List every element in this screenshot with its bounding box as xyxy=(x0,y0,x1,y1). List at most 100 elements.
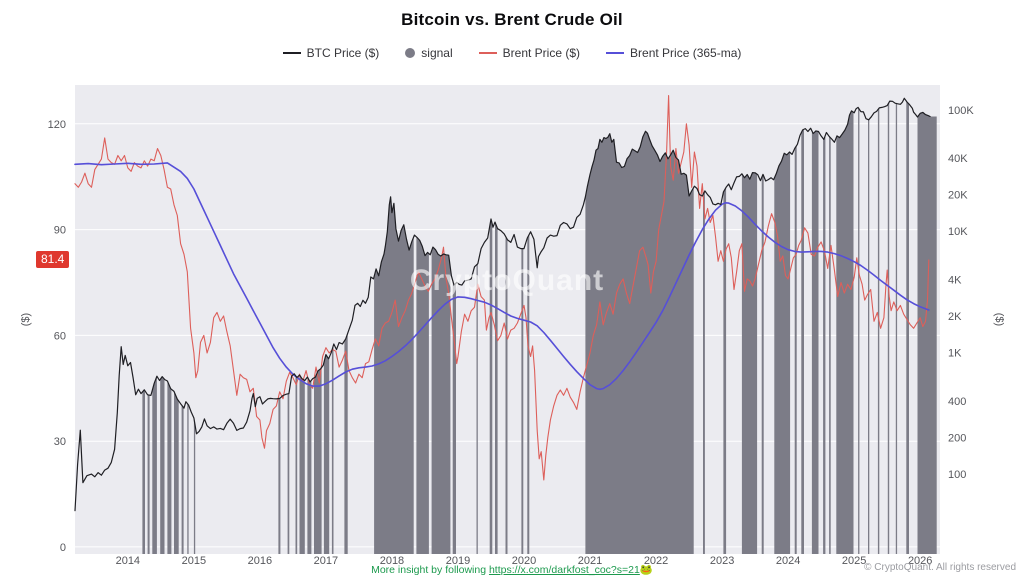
signal-band xyxy=(887,102,890,554)
left-axis-title: ($) xyxy=(20,313,32,326)
signal-band xyxy=(295,375,298,554)
signal-band xyxy=(811,130,819,555)
signal-band xyxy=(895,103,898,555)
signal-band xyxy=(801,129,804,554)
legend-dot-swatch-icon xyxy=(405,48,416,58)
brent-price-line xyxy=(74,95,930,481)
signal-band xyxy=(829,136,831,555)
signal-band xyxy=(187,403,189,554)
signal-band xyxy=(906,101,909,554)
right-axis-tick-label: 40K xyxy=(948,153,968,165)
legend-label: Brent Price (365-ma) xyxy=(630,46,742,60)
x-axis-tick-label: 2021 xyxy=(578,555,602,567)
footer-emoji: 🐸 xyxy=(639,564,653,576)
signal-band xyxy=(142,389,145,554)
right-axis-tick-label: 10K xyxy=(948,226,968,238)
left-axis-tick-label: 0 xyxy=(60,542,66,554)
legend-line-swatch-icon xyxy=(478,52,497,54)
chart-title: Bitcoin vs. Brent Crude Oil xyxy=(401,10,623,29)
signal-band xyxy=(476,263,478,554)
signal-band xyxy=(167,381,172,554)
signal-band xyxy=(794,145,797,555)
signal-band xyxy=(521,248,524,554)
signal-band xyxy=(344,333,348,554)
footer-link[interactable]: https://x.com/darkfost_coc?s=21 xyxy=(488,564,640,576)
footer: More insight by following https://x.com/… xyxy=(0,563,1024,576)
x-axis-tick-label: 2017 xyxy=(314,555,338,567)
signal-band xyxy=(877,107,880,555)
signal-band xyxy=(917,112,937,555)
right-axis-tick-label: 1K xyxy=(948,348,962,360)
left-axis-tick-label: 60 xyxy=(54,330,66,342)
signal-band xyxy=(495,222,498,554)
x-axis-tick-label: 2026 xyxy=(908,555,932,567)
signal-band xyxy=(723,187,727,555)
signal-band xyxy=(774,152,791,554)
x-axis-tick-label: 2018 xyxy=(380,555,404,567)
signal-band xyxy=(287,391,290,554)
right-axis-tick-label: 4K xyxy=(948,275,962,287)
btc-price-line xyxy=(74,97,931,512)
signal-band xyxy=(299,375,305,554)
x-axis-tick-label: 2024 xyxy=(776,555,800,567)
x-axis-tick-label: 2015 xyxy=(182,555,206,567)
signal-band xyxy=(331,345,334,554)
signal-band xyxy=(761,174,764,554)
legend-item-btc-price[interactable]: BTC Price ($) xyxy=(282,46,380,60)
footer-note: More insight by following xyxy=(371,564,489,576)
signal-band xyxy=(307,377,312,554)
signal-band xyxy=(160,376,165,554)
signal-band xyxy=(505,236,508,554)
x-axis-tick-label: 2023 xyxy=(710,555,734,567)
brent-price-365-ma-line xyxy=(74,162,930,391)
chart-legend: BTC Price ($) signal Brent Price ($) Brent … xyxy=(0,46,1024,60)
legend-label: signal xyxy=(421,46,453,60)
signal-band xyxy=(823,135,826,554)
legend-item-signal[interactable]: signal xyxy=(405,46,453,60)
legend-label: Brent Price ($) xyxy=(502,46,581,60)
signal-band xyxy=(193,418,196,554)
signal-band xyxy=(374,196,414,555)
legend-item-brent-price-365-ma[interactable]: Brent Price (365-ma) xyxy=(606,46,741,60)
signal-band xyxy=(489,219,493,554)
x-axis-tick-label: 2016 xyxy=(248,555,272,567)
x-axis-tick-label: 2014 xyxy=(116,555,140,567)
x-axis-tick-label: 2025 xyxy=(842,555,866,567)
signal-band xyxy=(181,405,184,554)
signal-band xyxy=(278,397,281,554)
copyright: © CryptoQuant. All rights reserved xyxy=(864,562,1016,573)
right-axis-tick-label: 200 xyxy=(948,433,966,445)
left-axis-tick-label: 120 xyxy=(48,119,66,131)
right-axis-title: ($) xyxy=(993,313,1005,326)
x-axis-tick-label: 2020 xyxy=(512,555,536,567)
signal-band xyxy=(431,247,451,554)
right-axis-tick-label: 20K xyxy=(948,190,968,202)
signal-band xyxy=(527,234,530,554)
signal-band xyxy=(147,394,150,554)
current-value-badge: 81.4 xyxy=(36,250,70,268)
signal-band xyxy=(314,367,322,554)
signal-band xyxy=(585,131,694,555)
signal-band xyxy=(868,119,870,554)
signal-band xyxy=(703,190,705,554)
signal-band xyxy=(858,107,860,555)
left-axis-tick-label: 30 xyxy=(54,436,66,448)
legend-label: BTC Price ($) xyxy=(306,46,380,60)
right-axis-tick-label: 2K xyxy=(948,311,962,323)
right-axis-tick-label: 400 xyxy=(948,396,966,408)
right-axis-tick-label: 100K xyxy=(948,105,974,117)
signal-band xyxy=(452,280,456,554)
right-axis-tick-label: 100 xyxy=(948,469,966,481)
signal-band xyxy=(416,236,429,555)
signal-band xyxy=(836,110,854,555)
signal-band xyxy=(174,391,179,554)
left-axis-tick-label: 90 xyxy=(54,225,66,237)
signal-band xyxy=(323,354,330,554)
legend-line-swatch-icon xyxy=(282,52,301,54)
legend-item-brent-price[interactable]: Brent Price ($) xyxy=(478,46,581,60)
x-axis-tick-label: 2019 xyxy=(446,555,470,567)
signal-band xyxy=(741,172,758,554)
legend-line-swatch-icon xyxy=(606,52,625,54)
signal-band xyxy=(152,376,157,554)
